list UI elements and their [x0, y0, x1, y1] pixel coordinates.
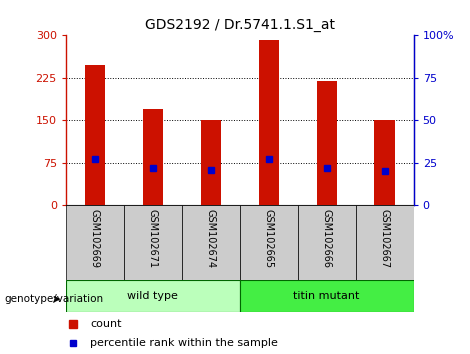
Text: GSM102667: GSM102667	[380, 209, 390, 268]
Bar	[182, 205, 240, 280]
Bar	[66, 205, 124, 280]
Text: wild type: wild type	[127, 291, 178, 301]
Bar	[375, 120, 395, 205]
Bar	[316, 81, 337, 205]
Bar	[258, 40, 279, 205]
Text: percentile rank within the sample: percentile rank within the sample	[90, 338, 278, 348]
Bar	[240, 205, 298, 280]
Bar	[85, 65, 105, 205]
Text: count: count	[90, 319, 122, 329]
Bar	[66, 280, 240, 312]
Text: GSM102674: GSM102674	[206, 209, 216, 268]
Bar	[142, 109, 163, 205]
Bar	[124, 205, 182, 280]
Bar	[201, 120, 221, 205]
Text: GSM102666: GSM102666	[321, 209, 332, 268]
Text: GSM102669: GSM102669	[90, 209, 100, 268]
Bar	[356, 205, 414, 280]
Text: titin mutant: titin mutant	[293, 291, 360, 301]
Bar	[298, 205, 356, 280]
Text: GSM102665: GSM102665	[264, 209, 274, 268]
Text: genotype/variation: genotype/variation	[5, 294, 104, 304]
Text: GSM102671: GSM102671	[148, 209, 158, 268]
Bar	[240, 280, 414, 312]
Title: GDS2192 / Dr.5741.1.S1_at: GDS2192 / Dr.5741.1.S1_at	[145, 18, 335, 32]
